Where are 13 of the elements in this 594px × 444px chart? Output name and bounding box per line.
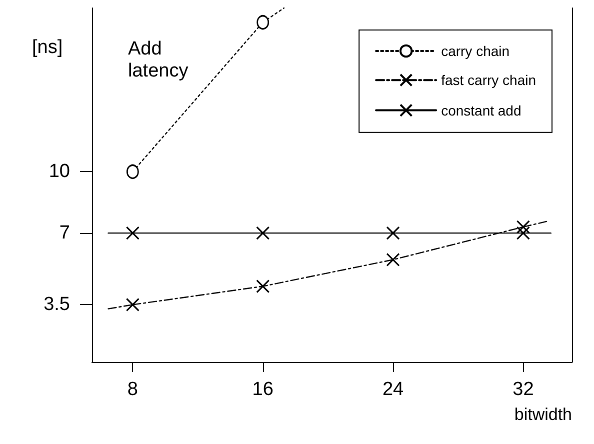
text: [ns] <box>32 37 63 58</box>
y-axis-title: Add latency <box>128 38 189 82</box>
x-tick-label: 24 <box>382 379 404 400</box>
legend-label: fast carry chain <box>441 72 536 88</box>
x-axis-title: bitwidth <box>514 405 572 424</box>
y-tick-label: 10 <box>48 161 70 182</box>
y-tick-label: 7 <box>59 222 70 244</box>
legend-label: constant add <box>441 102 522 118</box>
x-tick-label: 32 <box>512 379 534 400</box>
y-tick-label: 3.5 <box>44 294 70 316</box>
x-tick-label: 8 <box>127 379 138 400</box>
legend-label: carry chain <box>441 43 510 59</box>
x-tick-label: 16 <box>252 379 274 400</box>
